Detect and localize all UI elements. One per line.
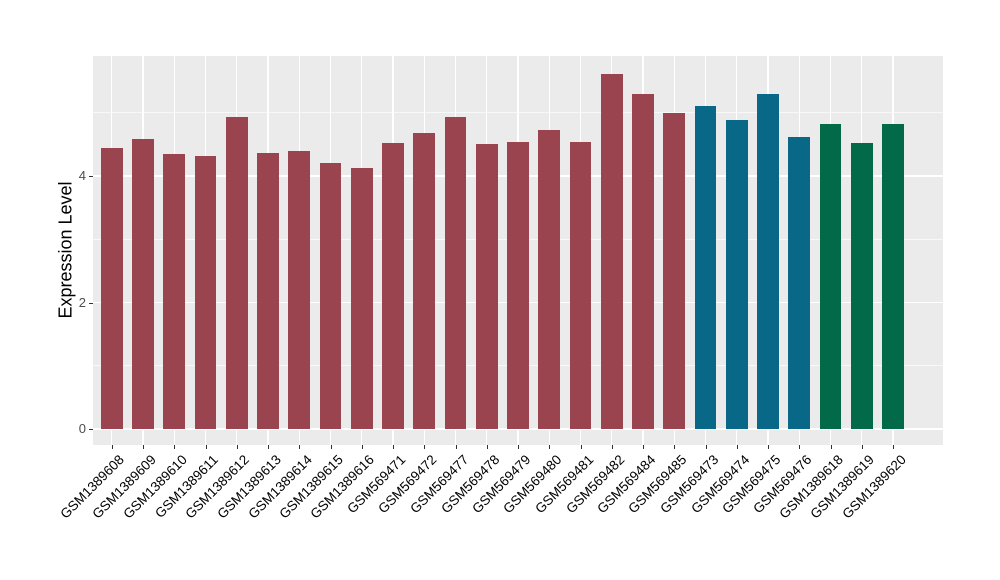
x-tick-mark: [424, 445, 426, 449]
x-tick-mark: [518, 445, 519, 449]
x-tick-mark: [643, 445, 644, 449]
bar-GSM569478: [475, 144, 498, 429]
bar-GSM1389609: [132, 139, 154, 429]
bar-GSM1389613: [257, 153, 279, 429]
bar-GSM569485: [663, 112, 686, 429]
bar-GSM569471: [382, 143, 404, 429]
x-tick-mark: [268, 445, 269, 449]
x-tick-mark: [861, 445, 863, 449]
bar-GSM1389608: [100, 147, 123, 429]
bar-GSM1389614: [288, 151, 311, 429]
y-tick-mark: [89, 176, 93, 177]
bar-GSM1389612: [225, 116, 248, 429]
bar-GSM569474: [725, 120, 748, 429]
bar-GSM1389619: [850, 143, 873, 429]
y-tick-label: 4: [78, 168, 86, 183]
bar-GSM569480: [538, 129, 561, 429]
bar-GSM569477: [444, 117, 467, 429]
x-tick-mark: [549, 445, 551, 449]
bar-GSM569479: [507, 142, 529, 429]
x-tick-mark: [768, 445, 769, 449]
bar-GSM1389620: [882, 124, 904, 429]
x-tick-mark: [330, 445, 332, 449]
x-tick-mark: [361, 445, 363, 449]
x-tick-mark: [799, 445, 801, 449]
bar-GSM569481: [569, 142, 592, 429]
bar-GSM569482: [600, 73, 623, 429]
x-tick-mark: [486, 445, 488, 449]
bar-GSM1389618: [819, 124, 842, 429]
y-tick-label: 2: [78, 294, 86, 310]
bar-GSM569476: [788, 136, 811, 429]
bar-GSM569484: [632, 93, 654, 429]
x-tick-mark: [893, 445, 894, 449]
x-tick-mark: [736, 445, 738, 449]
bar-GSM1389616: [350, 168, 373, 429]
bar-GSM1389610: [163, 153, 186, 429]
x-tick-mark: [830, 445, 832, 449]
y-tick-label: 0: [78, 421, 86, 436]
bar-GSM569475: [757, 93, 779, 429]
plot-panel: [93, 56, 943, 445]
x-tick-mark: [143, 445, 144, 449]
x-tick-mark: [705, 445, 707, 449]
x-tick-mark: [174, 445, 176, 449]
y-tick-mark: [89, 429, 93, 430]
bar-GSM569473: [694, 106, 717, 429]
x-tick-mark: [205, 445, 207, 449]
x-tick-mark: [236, 445, 238, 449]
x-tick-mark: [674, 445, 676, 449]
y-tick-mark: [89, 302, 93, 304]
x-tick-mark: [111, 445, 113, 449]
bar-GSM1389615: [319, 162, 342, 429]
x-tick-mark: [611, 445, 613, 449]
bar-GSM1389611: [194, 156, 217, 429]
x-tick-mark: [299, 445, 301, 449]
x-tick-mark: [580, 445, 582, 449]
x-tick-mark: [455, 445, 457, 449]
bar-GSM569472: [413, 132, 436, 429]
x-tick-mark: [393, 445, 394, 449]
